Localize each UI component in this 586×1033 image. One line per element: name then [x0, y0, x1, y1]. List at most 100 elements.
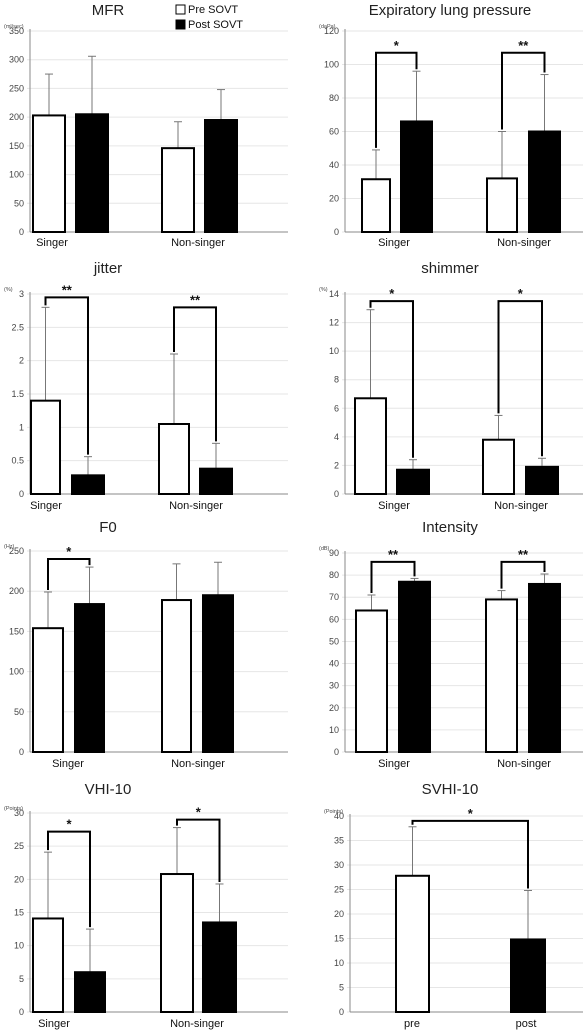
bar [199, 467, 233, 495]
bar [510, 938, 546, 1013]
significance-label: ** [388, 547, 399, 562]
bar [396, 468, 430, 496]
x-category-label: Non-singer [497, 758, 551, 770]
significance-bracket [369, 300, 414, 458]
y-tick-label: 40 [329, 659, 339, 669]
significance-label: * [468, 806, 474, 821]
legend: Pre SOVT Post SOVT [175, 4, 243, 31]
y-unit-label: (Points) [324, 809, 343, 815]
y-tick-label: 20 [329, 194, 339, 204]
y-tick-label: 30 [329, 681, 339, 691]
y-tick-label: 15 [334, 934, 344, 944]
y-tick-label: 200 [9, 586, 24, 596]
significance-bracket [411, 819, 529, 889]
y-tick-label: 10 [329, 346, 339, 356]
chart-panel-3: jitter (%) 0 0.5 1 1.5 2 2.5 3 Singer Non-singer **… [4, 260, 288, 512]
y-tick-label: 50 [14, 707, 24, 717]
legend-swatch-post [175, 19, 186, 30]
y-unit-label: (daPa) [319, 24, 336, 30]
significance-bracket [375, 51, 418, 148]
x-category-label: Singer [52, 758, 84, 770]
significance-bracket [173, 306, 217, 442]
significance-bracket [176, 818, 221, 882]
bar [74, 603, 105, 754]
bar [482, 438, 515, 496]
y-tick-label: 60 [329, 127, 339, 137]
significance-label: ** [190, 292, 201, 307]
chart-panel-5: F0 (Hz) 0 50 100 150 200 250 Singer Non-singer * [4, 519, 288, 770]
y-tick-label: 0.5 [11, 456, 24, 466]
chart-panel-8: SVHI-10 (Points) 0 5 10 15 20 25 30 35 40 pre post * [324, 781, 583, 1030]
bar [204, 119, 238, 233]
bar [354, 397, 387, 495]
y-tick-label: 300 [9, 55, 24, 65]
y-tick-label: 60 [329, 614, 339, 624]
y-tick-label: 0 [334, 227, 339, 237]
y-tick-label: 250 [9, 83, 24, 93]
significance-label: * [66, 817, 72, 832]
x-category-label: Singer [378, 758, 410, 770]
y-tick-label: 150 [9, 626, 24, 636]
y-tick-label: 10 [334, 958, 344, 968]
significance-bracket [497, 300, 543, 457]
bar [158, 423, 190, 495]
y-tick-label: 0 [19, 747, 24, 757]
bar [71, 474, 105, 496]
bar [32, 917, 64, 1013]
y-unit-label: (dB) [319, 546, 330, 552]
y-tick-label: 15 [14, 908, 24, 918]
bar [202, 594, 234, 753]
bar [395, 874, 430, 1014]
significance-bracket [47, 558, 91, 591]
y-tick-label: 100 [9, 667, 24, 677]
legend-label-pre: Pre SOVT [188, 4, 238, 16]
y-unit-label: (%) [4, 287, 13, 293]
y-unit-label: (ml/sec) [4, 24, 24, 30]
y-tick-label: 2.5 [11, 322, 24, 332]
legend-label-post: Post SOVT [188, 19, 243, 31]
bar [161, 147, 195, 233]
chart-title: shimmer [421, 260, 479, 277]
y-tick-label: 200 [9, 112, 24, 122]
chart-panel-2: Expiratory lung pressure (daPa) 0 20 40 60 80 1… [319, 2, 583, 249]
bar [400, 120, 433, 233]
bar [528, 130, 561, 233]
chart-title: Intensity [422, 519, 478, 536]
bar [398, 580, 431, 753]
y-tick-label: 1.5 [11, 389, 24, 399]
bar [485, 598, 518, 754]
x-category-label: post [516, 1018, 537, 1030]
y-tick-label: 80 [329, 570, 339, 580]
y-tick-label: 50 [14, 198, 24, 208]
y-tick-label: 30 [334, 860, 344, 870]
bar [202, 921, 237, 1014]
significance-bracket [370, 560, 416, 594]
y-tick-label: 20 [334, 909, 344, 919]
y-tick-label: 40 [329, 160, 339, 170]
y-tick-label: 100 [9, 170, 24, 180]
bar [161, 599, 192, 753]
significance-bracket [44, 296, 89, 455]
y-tick-label: 90 [329, 548, 339, 558]
significance-label: * [394, 38, 400, 53]
y-tick-label: 2 [19, 356, 24, 366]
y-unit-label: (%) [319, 287, 328, 293]
y-tick-label: 10 [329, 725, 339, 735]
chart-title: MFR [92, 2, 125, 19]
bar [525, 465, 559, 496]
y-unit-label: (Points) [4, 806, 23, 812]
y-tick-label: 6 [334, 403, 339, 413]
bar [30, 399, 61, 495]
significance-label: * [518, 286, 524, 301]
significance-label: * [66, 544, 72, 559]
y-tick-label: 50 [329, 636, 339, 646]
y-tick-label: 80 [329, 93, 339, 103]
y-tick-label: 2 [334, 460, 339, 470]
x-category-label: Non-singer [170, 1018, 224, 1030]
bar [486, 177, 518, 233]
x-category-label: Singer [30, 500, 62, 512]
significance-label: ** [518, 547, 529, 562]
bar [32, 627, 64, 754]
